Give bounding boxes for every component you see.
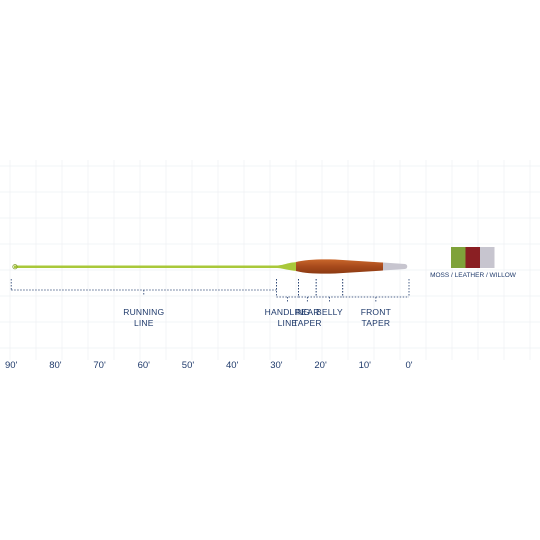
axis-tick-label: 30' — [270, 360, 283, 371]
axis-tick-label: 70' — [93, 360, 106, 371]
front-taper-label: FRONT TAPER — [361, 307, 391, 328]
front-taper-bracket — [342, 279, 410, 302]
willow-swatch — [480, 247, 495, 268]
distance-axis: 90' 80' 70' 60' 50' 40' 30' 20' 10' 0' — [5, 360, 413, 371]
running-line-label: RUNNING LINE — [123, 307, 164, 328]
running-line-bracket — [10, 279, 277, 295]
rear-taper-bracket — [298, 279, 317, 302]
belly-bracket — [315, 279, 344, 302]
axis-tick-label: 0' — [405, 360, 412, 371]
axis-tick-label: 60' — [138, 360, 151, 371]
rear-taper-label: REAR TAPER — [293, 307, 322, 328]
axis-tick-label: 50' — [182, 360, 195, 371]
belly-label: BELLY — [316, 307, 343, 317]
section-brackets — [10, 279, 410, 302]
running-line-shape — [14, 262, 300, 271]
leather-swatch — [465, 247, 480, 268]
axis-tick-label: 90' — [5, 360, 18, 371]
color-legend: MOSS / LEATHER / WILLOW — [430, 247, 517, 279]
line-tip-shape — [383, 262, 408, 271]
moss-swatch — [451, 247, 466, 268]
legend-label: MOSS / LEATHER / WILLOW — [430, 272, 517, 279]
fly-line — [12, 259, 408, 274]
handling-line-bracket — [275, 279, 299, 302]
axis-tick-label: 20' — [314, 360, 327, 371]
line-head-shape — [296, 259, 383, 274]
line-end-loop — [12, 264, 18, 270]
axis-tick-label: 10' — [359, 360, 372, 371]
axis-tick-label: 80' — [49, 360, 62, 371]
handling-line-label: HANDLING LINE — [265, 307, 311, 328]
axis-tick-label: 40' — [226, 360, 239, 371]
